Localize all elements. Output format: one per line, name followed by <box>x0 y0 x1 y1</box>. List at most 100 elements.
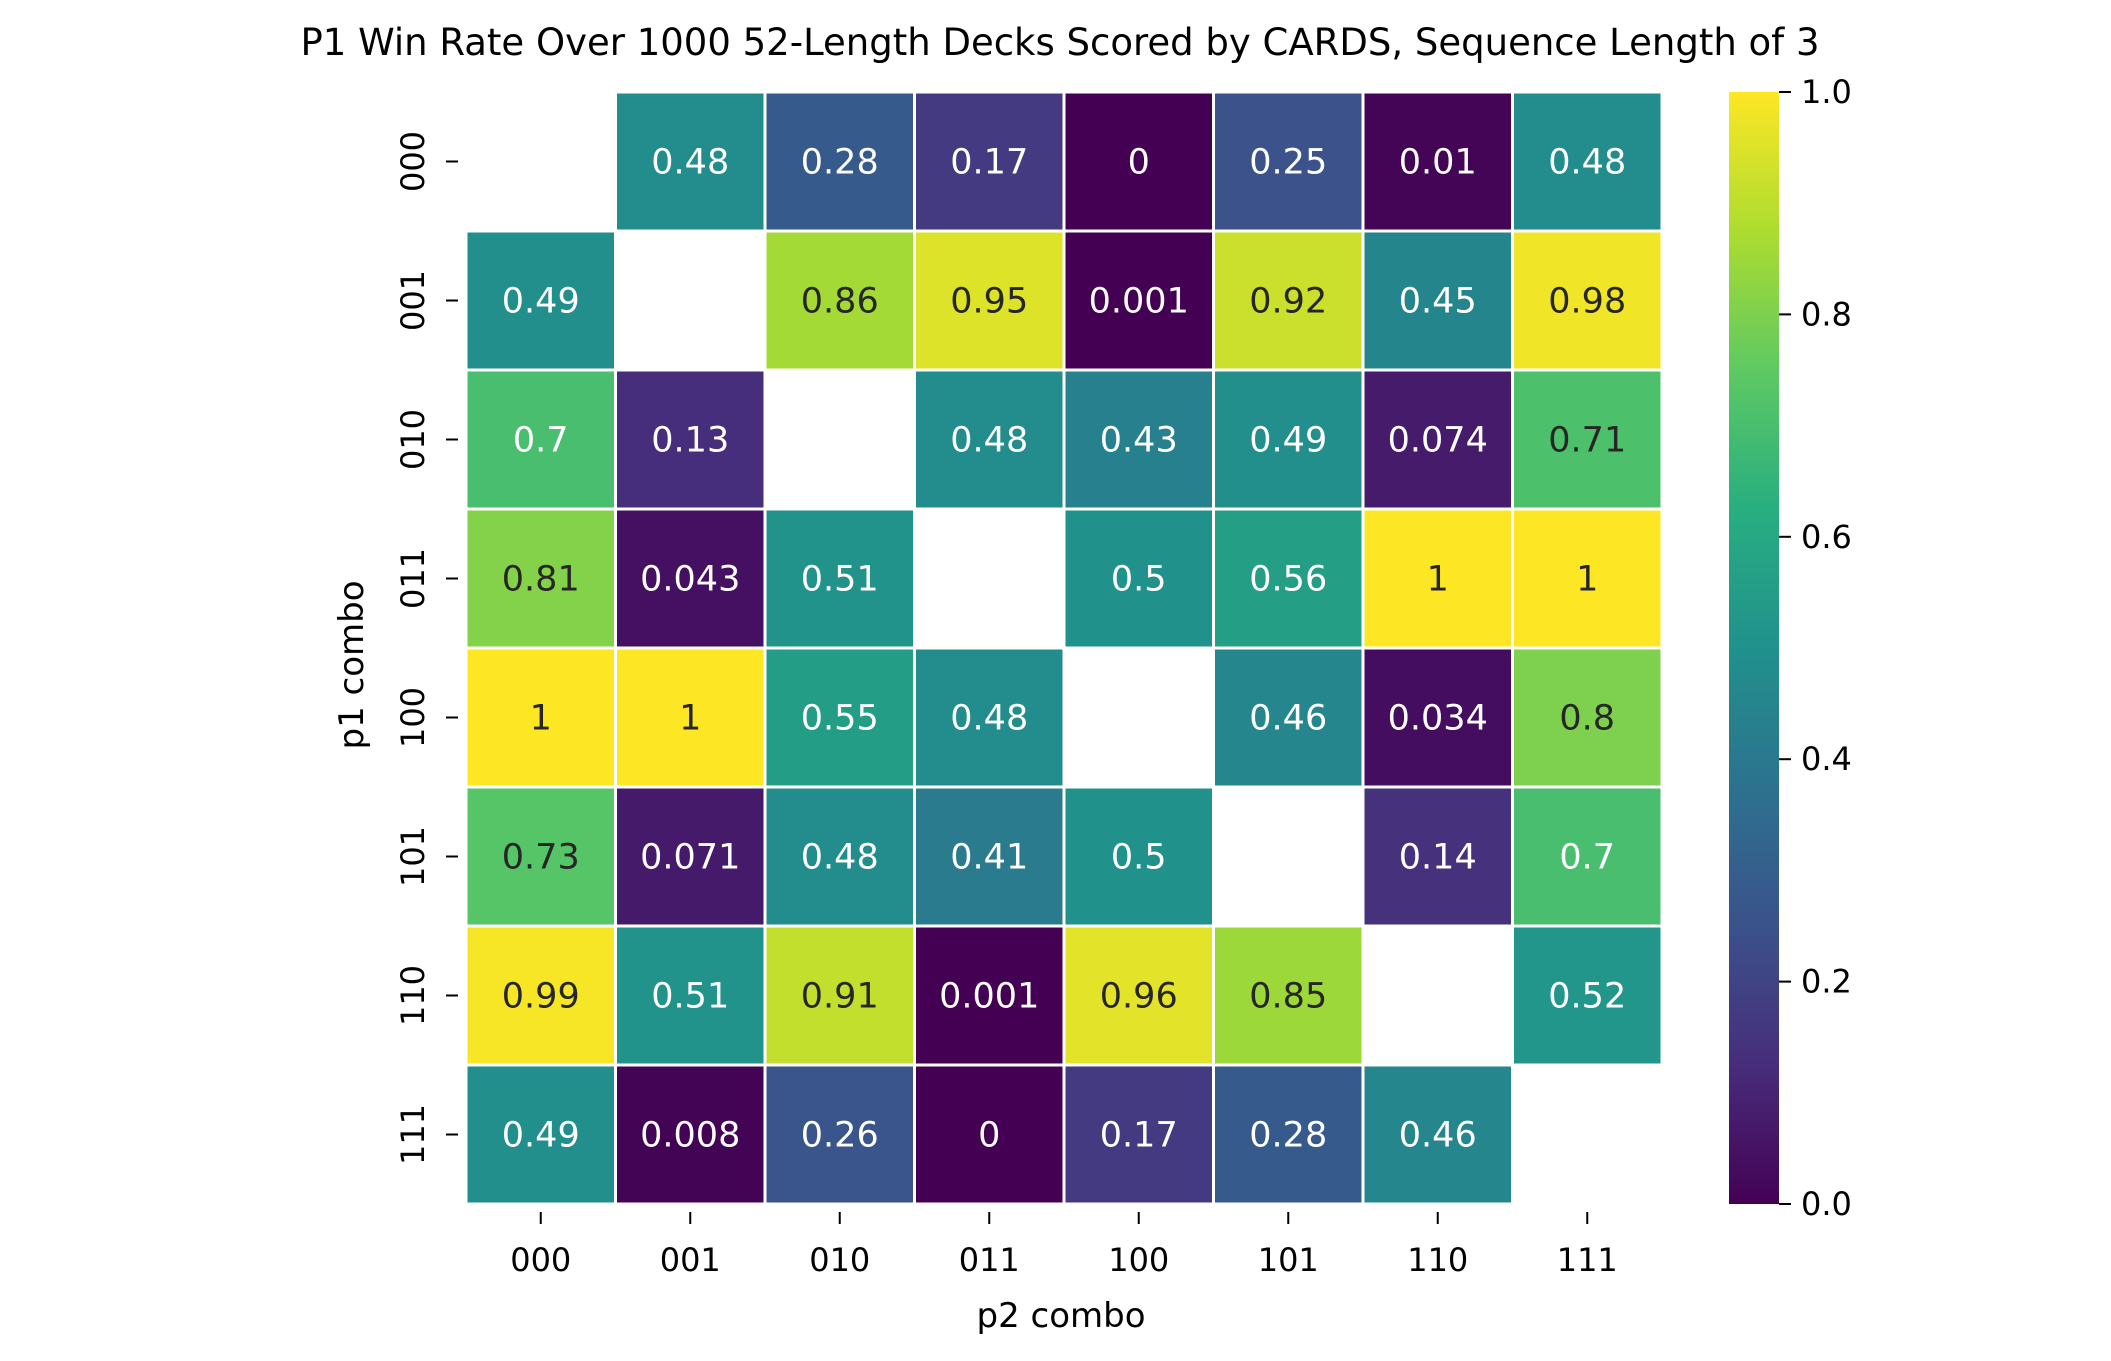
cell-value-label: 0.41 <box>950 838 1028 878</box>
cell-value-label: 0.49 <box>1249 421 1327 461</box>
heatmap-cell <box>1361 1063 1514 1206</box>
colorbar-tick-label: 0.2 <box>1801 963 1852 1001</box>
x-tick-label: 110 <box>1407 1241 1468 1279</box>
heatmap-cell <box>1511 229 1664 372</box>
cell-value-label: 0.55 <box>801 699 879 739</box>
cell-value-label: 0.46 <box>1399 1116 1477 1156</box>
cell-value-label: 0.48 <box>950 699 1028 739</box>
heatmap-cell <box>763 924 916 1067</box>
heatmap-cell <box>1062 1063 1215 1206</box>
heatmap-cell <box>464 507 617 650</box>
cell-value-label: 1 <box>530 699 552 739</box>
heatmap-cell <box>913 90 1066 233</box>
heatmap-cell <box>1212 368 1365 511</box>
cell-value-label: 0.26 <box>801 1116 879 1156</box>
cell-value-label: 0.28 <box>801 143 879 183</box>
colorbar <box>1729 92 1779 1204</box>
cell-value-label: 0.46 <box>1249 699 1327 739</box>
cell-value-label: 0.49 <box>502 1116 580 1156</box>
heatmap-cell <box>464 646 617 789</box>
cell-value-label: 0.52 <box>1548 977 1626 1017</box>
heatmap-cells: 0.48 0.28 0.17 0 0.25 0.01 0.48 0.49 0.86 0.95 0.0… <box>464 90 1664 1206</box>
x-tick-label: 111 <box>1557 1241 1618 1279</box>
cell-value-label: 0.071 <box>640 838 740 878</box>
cell-value-label: 0.043 <box>640 560 740 600</box>
heatmap-cell <box>763 507 916 650</box>
cell-value-label: 0.008 <box>640 1116 740 1156</box>
cell-value-label: 0.8 <box>1559 699 1615 739</box>
y-axis-ticks: 000 001 010 011 100 101 110 111 <box>394 131 458 1165</box>
x-tick-label: 101 <box>1258 1241 1319 1279</box>
cell-value-label: 0.25 <box>1249 143 1327 183</box>
cell-value-label: 0.074 <box>1388 421 1488 461</box>
heatmap-cell <box>913 229 1066 372</box>
y-tick-label: 001 <box>394 270 432 331</box>
cell-value-label: 0.14 <box>1399 838 1477 878</box>
cell-value-label: 0.96 <box>1100 977 1178 1017</box>
cell-value-label: 0.5 <box>1111 838 1167 878</box>
heatmap-cell <box>1361 90 1514 233</box>
heatmap-cell <box>1212 924 1365 1067</box>
colorbar-tick-label: 0.8 <box>1801 295 1852 333</box>
cell-value-label: 1 <box>679 699 701 739</box>
cell-value-label: 0.48 <box>950 421 1028 461</box>
heatmap-cell <box>1361 507 1514 650</box>
heatmap-cell <box>1062 785 1215 928</box>
heatmap-cell <box>614 1063 767 1206</box>
heatmap-cell <box>1361 368 1514 511</box>
x-tick-label: 001 <box>660 1241 721 1279</box>
y-tick-label: 111 <box>394 1104 432 1165</box>
y-tick-label: 000 <box>394 131 432 192</box>
cell-value-label: 0.85 <box>1249 977 1327 1017</box>
cell-value-label: 0.99 <box>502 977 580 1017</box>
x-tick-label: 010 <box>809 1241 870 1279</box>
cell-value-label: 0.28 <box>1249 1116 1327 1156</box>
heatmap-cell <box>614 785 767 928</box>
heatmap-cell <box>1062 507 1215 650</box>
cell-value-label: 0.43 <box>1100 421 1178 461</box>
y-tick-label: 010 <box>394 409 432 470</box>
cell-value-label: 0.01 <box>1399 143 1477 183</box>
cell-value-label: 0.49 <box>502 282 580 322</box>
cell-value-label: 1 <box>1427 560 1449 600</box>
cell-value-label: 0.51 <box>651 977 729 1017</box>
cell-value-label: 0.86 <box>801 282 879 322</box>
cell-value-label: 0.17 <box>950 143 1028 183</box>
heatmap-cell <box>1511 368 1664 511</box>
colorbar-ticks: 0.0 0.2 0.4 0.6 0.8 1.0 <box>1779 73 1852 1223</box>
cell-value-label: 0.45 <box>1399 282 1477 322</box>
heatmap-cell <box>913 368 1066 511</box>
cell-value-label: 0.7 <box>1559 838 1615 878</box>
heatmap-cell <box>614 90 767 233</box>
cell-value-label: 0.51 <box>801 560 879 600</box>
cell-value-label: 0.13 <box>651 421 729 461</box>
cell-value-label: 0.48 <box>801 838 879 878</box>
chart-title: P1 Win Rate Over 1000 52-Length Decks Sc… <box>300 21 1819 64</box>
heatmap-cell <box>1511 924 1664 1067</box>
heatmap-cell <box>1212 229 1365 372</box>
cell-value-label: 0.48 <box>651 143 729 183</box>
cell-value-label: 0.7 <box>513 421 569 461</box>
cell-value-label: 0.92 <box>1249 282 1327 322</box>
heatmap-cell <box>913 924 1066 1067</box>
y-tick-label: 110 <box>394 965 432 1026</box>
cell-value-label: 0.71 <box>1548 421 1626 461</box>
heatmap-cell <box>1361 785 1514 928</box>
cell-value-label: 0.48 <box>1548 143 1626 183</box>
heatmap-cell <box>1212 1063 1365 1206</box>
heatmap-cell <box>464 785 617 928</box>
cell-value-label: 0 <box>1128 143 1150 183</box>
heatmap-cell <box>1511 785 1664 928</box>
cell-value-label: 0.001 <box>939 977 1039 1017</box>
heatmap-cell <box>1511 507 1664 650</box>
x-tick-label: 011 <box>959 1241 1020 1279</box>
x-tick-label: 100 <box>1108 1241 1169 1279</box>
heatmap-cell <box>763 229 916 372</box>
heatmap-cell <box>1062 368 1215 511</box>
x-axis-label: p2 combo <box>976 1296 1145 1336</box>
heatmap-cell <box>913 1063 1066 1206</box>
heatmap-cell <box>614 507 767 650</box>
cell-value-label: 0.81 <box>502 560 580 600</box>
y-tick-label: 100 <box>394 687 432 748</box>
